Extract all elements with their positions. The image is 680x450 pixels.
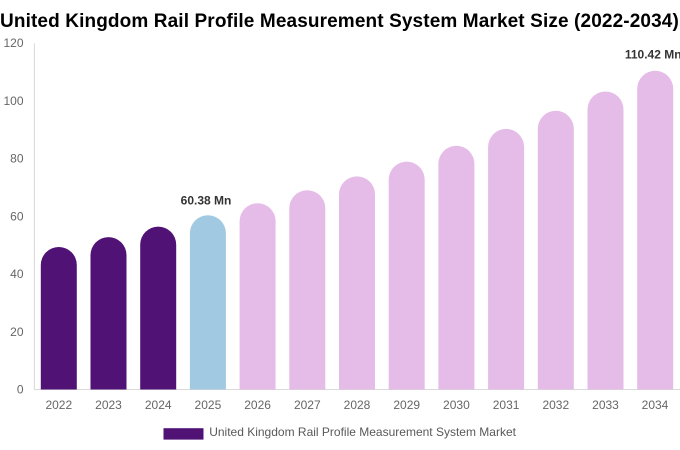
svg-text:2023: 2023 (95, 398, 122, 412)
svg-text:60.38 Mn: 60.38 Mn (181, 194, 232, 208)
svg-text:0: 0 (17, 383, 24, 397)
svg-text:60: 60 (10, 209, 24, 223)
svg-text:110.42 Mn: 110.42 Mn (625, 48, 680, 62)
svg-text:120: 120 (3, 36, 23, 50)
svg-text:20: 20 (10, 325, 24, 339)
svg-text:2029: 2029 (393, 398, 420, 412)
svg-text:80: 80 (10, 152, 24, 166)
svg-text:2031: 2031 (493, 398, 520, 412)
svg-text:2026: 2026 (244, 398, 271, 412)
svg-text:40: 40 (10, 267, 24, 281)
svg-text:2033: 2033 (592, 398, 619, 412)
svg-text:2027: 2027 (294, 398, 321, 412)
svg-text:100: 100 (3, 94, 23, 108)
svg-text:2028: 2028 (344, 398, 371, 412)
svg-text:2025: 2025 (195, 398, 222, 412)
svg-text:2024: 2024 (145, 398, 172, 412)
svg-text:2030: 2030 (443, 398, 470, 412)
svg-text:2034: 2034 (642, 398, 669, 412)
svg-text:United Kingdom Rail Profile Me: United Kingdom Rail Profile Measurement … (0, 11, 679, 32)
svg-text:2022: 2022 (45, 398, 72, 412)
svg-text:United Kingdom Rail Profile Me: United Kingdom Rail Profile Measurement … (209, 425, 516, 439)
svg-text:2032: 2032 (542, 398, 569, 412)
